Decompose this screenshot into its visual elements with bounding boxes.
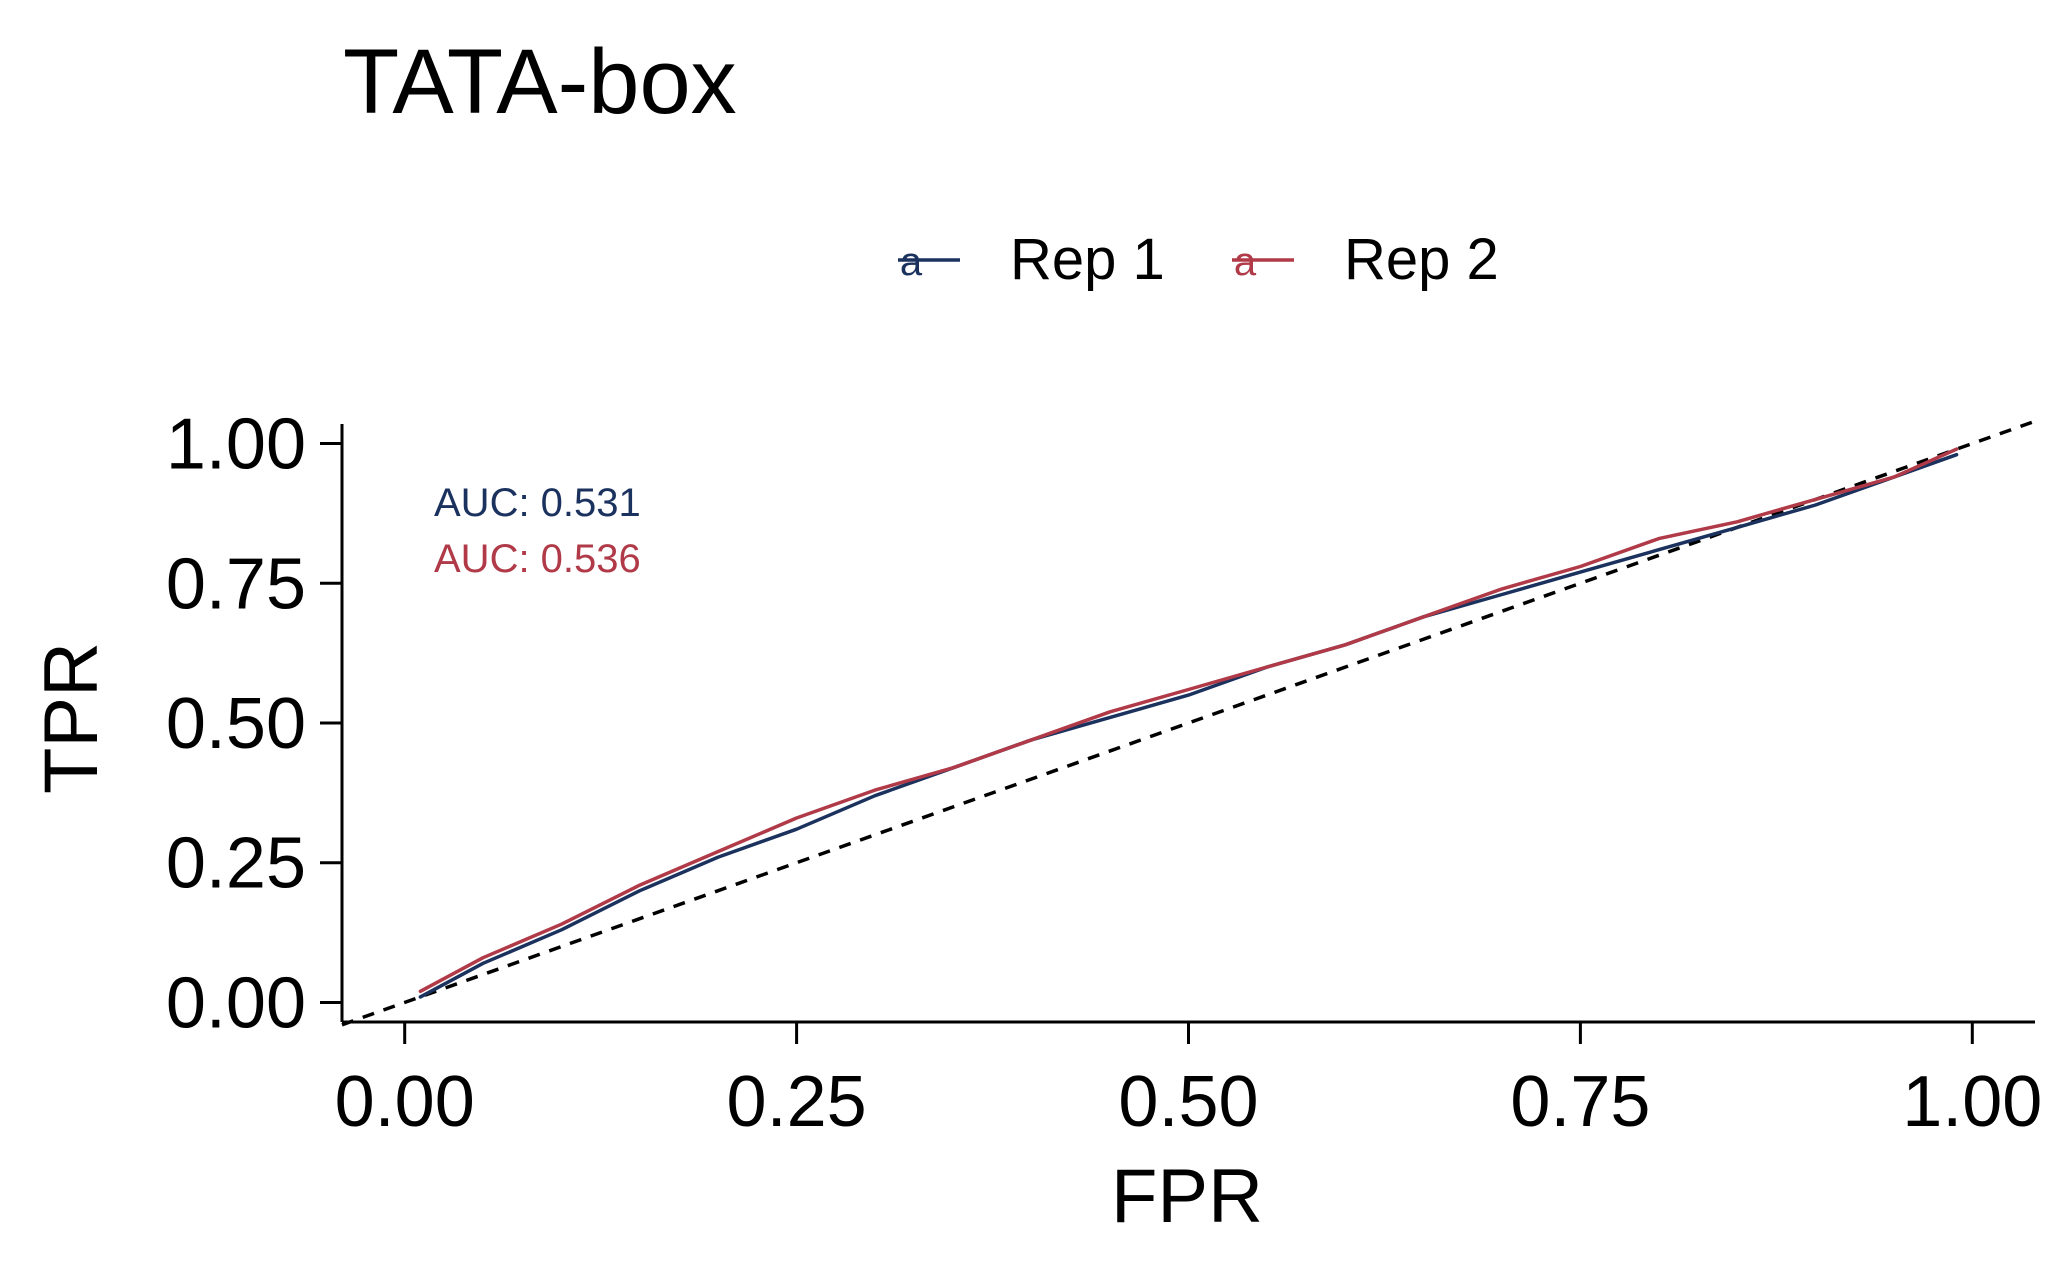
legend-label-rep-1: Rep 1 [1010, 227, 1165, 292]
y-tick-label-0: 0.00 [166, 963, 306, 1043]
legend: a Rep 1 a Rep 2 [898, 227, 1499, 292]
auc-label-rep-2: AUC: 0.536 [434, 537, 641, 581]
legend-glyph-rep-1: a [900, 240, 923, 284]
y-axis-ticks: 0.00 0.25 0.50 0.75 1.00 [166, 405, 342, 1043]
legend-glyph-rep-2: a [1234, 240, 1257, 284]
legend-label-rep-2: Rep 2 [1344, 227, 1499, 292]
x-tick-label-1: 0.25 [727, 1062, 867, 1142]
legend-item-rep-1: a Rep 1 [898, 227, 1165, 292]
y-tick-label-4: 1.00 [166, 405, 306, 485]
y-tick-label-2: 0.50 [166, 684, 306, 764]
y-axis-title: TPR [29, 642, 114, 794]
y-tick-label-1: 0.25 [166, 824, 306, 904]
axes: 0.00 0.25 0.50 0.75 1.00 0.00 0.25 0.50 0.75 1.0… [166, 405, 2043, 1142]
x-axis-ticks: 0.00 0.25 0.50 0.75 1.00 [335, 1022, 2042, 1142]
auc-annotations: AUC: 0.531 AUC: 0.536 [434, 481, 641, 581]
x-tick-label-4: 1.00 [1902, 1062, 2042, 1142]
legend-item-rep-2: a Rep 2 [1232, 227, 1499, 292]
x-tick-label-3: 0.75 [1510, 1062, 1650, 1142]
x-tick-label-0: 0.00 [335, 1062, 475, 1142]
series-line-rep-2 [418, 447, 1959, 994]
auc-label-rep-1: AUC: 0.531 [434, 481, 641, 525]
series-line-rep-1 [418, 452, 1959, 999]
y-tick-label-3: 0.75 [166, 544, 306, 624]
x-tick-label-2: 0.50 [1118, 1062, 1258, 1142]
x-axis-title: FPR [1111, 1154, 1263, 1239]
chart-title: TATA-box [343, 31, 737, 133]
series-layer [418, 447, 1959, 999]
plot-area: AUC: 0.531 AUC: 0.536 [341, 419, 2036, 1027]
